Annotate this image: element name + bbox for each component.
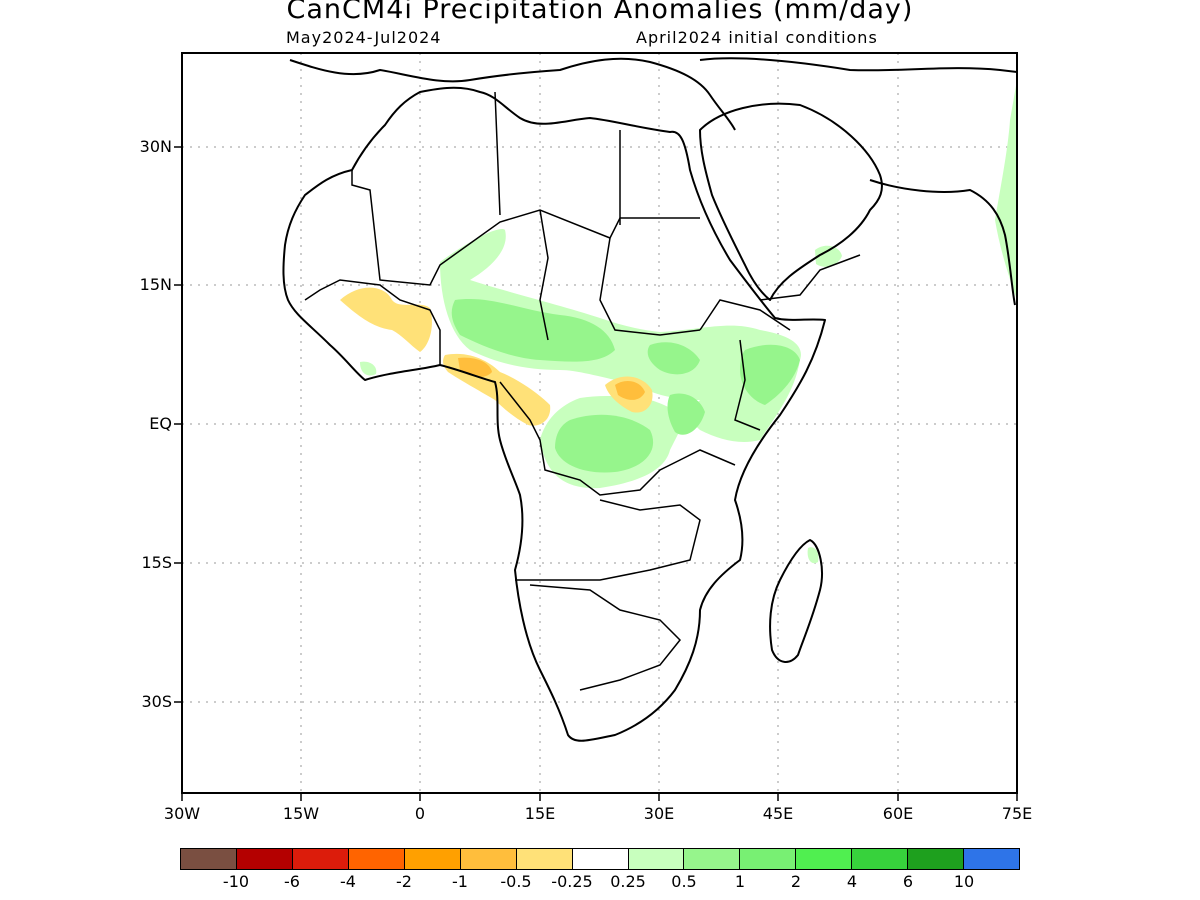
colorbar-swatch <box>796 849 853 869</box>
lat-label-15s: 15S <box>141 553 172 572</box>
colorbar-swatch <box>348 849 405 869</box>
anomaly-positive-congo <box>555 414 654 473</box>
precipitation-anomaly-shading <box>340 80 1017 564</box>
colorbar-label: -10 <box>222 872 250 891</box>
colorbar <box>180 848 1020 870</box>
lon-label-30e: 30E <box>643 804 675 823</box>
colorbar-label: -1 <box>452 872 468 891</box>
forecast-period: May2024-Jul2024 <box>286 28 442 47</box>
lon-label-30w: 30W <box>163 804 201 823</box>
europe-coastline <box>289 57 736 131</box>
country-borders <box>304 91 861 691</box>
colorbar-label: 2 <box>790 872 802 891</box>
colorbar-swatch <box>460 849 517 869</box>
anomaly-positive-arabia <box>815 245 842 267</box>
map-plot <box>174 52 1018 801</box>
anomaly-positive-east <box>647 342 800 435</box>
colorbar-swatch <box>908 849 965 869</box>
initial-conditions: April2024 initial conditions <box>636 28 878 47</box>
anomaly-positive-india <box>995 80 1017 300</box>
africa-coastline <box>282 86 826 742</box>
lon-label-75e: 75E <box>1001 804 1033 823</box>
tick-marks <box>174 146 1018 801</box>
lat-label-30s: 30S <box>141 692 172 711</box>
lon-label-60e: 60E <box>882 804 914 823</box>
map-title: CanCM4i Precipitation Anomalies (mm/day) <box>286 0 914 25</box>
colorbar-label: -6 <box>284 872 300 891</box>
colorbar-label: -4 <box>340 872 356 891</box>
arabia-coastline <box>699 102 883 301</box>
map-border <box>181 52 1018 794</box>
colorbar-swatch <box>852 849 909 869</box>
asia-coastline <box>699 57 1018 306</box>
lat-label-eq: EQ <box>149 414 172 433</box>
lon-label-15w: 15W <box>282 804 320 823</box>
anomaly-positive-westafrica <box>360 361 377 376</box>
anomaly-positive-madagascar <box>807 547 819 564</box>
anomaly-negative-southsudan-core <box>615 380 645 400</box>
colorbar-label: -2 <box>396 872 412 891</box>
colorbar-swatch <box>404 849 461 869</box>
colorbar-label: 6 <box>902 872 914 891</box>
colorbar-label: -0.25 <box>551 872 593 891</box>
colorbar-label: 1 <box>734 872 746 891</box>
colorbar-swatch <box>740 849 797 869</box>
colorbar-swatch <box>516 849 573 869</box>
colorbar-swatch <box>684 849 741 869</box>
colorbar-label: 0.25 <box>610 872 646 891</box>
anomaly-positive-sahel-core <box>451 298 615 362</box>
coastlines <box>282 57 1018 742</box>
madagascar-coastline <box>769 539 823 663</box>
anomaly-negative-westafrica <box>340 287 432 352</box>
lon-label-0: 0 <box>414 804 426 823</box>
colorbar-swatch <box>628 849 685 869</box>
colorbar-swatch <box>964 849 1020 869</box>
colorbar-label: 10 <box>953 872 975 891</box>
colorbar-label: -0.5 <box>500 872 532 891</box>
lon-label-15e: 15E <box>524 804 556 823</box>
colorbar-label: 0.5 <box>671 872 697 891</box>
lat-label-30n: 30N <box>139 137 172 156</box>
anomaly-positive-sahel <box>440 229 801 489</box>
lat-label-15n: 15N <box>139 275 172 294</box>
colorbar-swatch <box>181 849 237 869</box>
colorbar-swatch <box>236 849 293 869</box>
lon-label-45e: 45E <box>762 804 794 823</box>
colorbar-label: 4 <box>846 872 858 891</box>
colorbar-swatch <box>572 849 629 869</box>
colorbar-swatch <box>292 849 349 869</box>
